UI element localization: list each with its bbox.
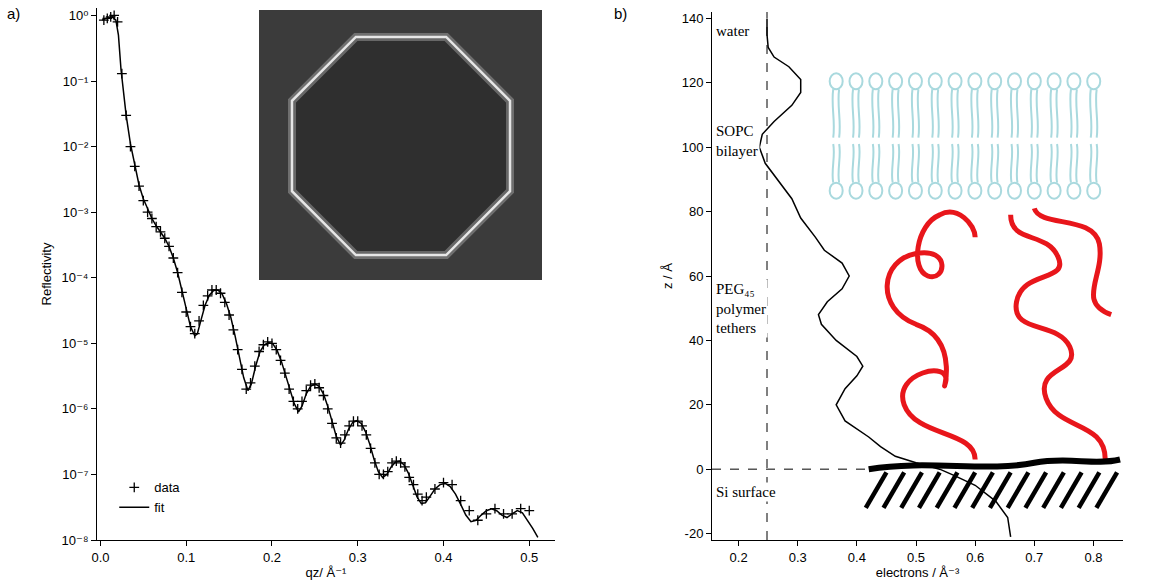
svg-text:120: 120 bbox=[682, 75, 704, 90]
svg-text:0.5: 0.5 bbox=[907, 550, 925, 565]
svg-text:10⁻⁸: 10⁻⁸ bbox=[62, 533, 89, 548]
svg-text:10⁻²: 10⁻² bbox=[63, 139, 89, 154]
svg-text:0.4: 0.4 bbox=[848, 550, 866, 565]
svg-text:SOPCbilayer: SOPCbilayer bbox=[716, 123, 758, 159]
svg-text:0.2: 0.2 bbox=[263, 550, 281, 565]
svg-text:140: 140 bbox=[682, 11, 704, 26]
svg-text:80: 80 bbox=[689, 204, 703, 219]
svg-text:fit: fit bbox=[154, 500, 165, 515]
svg-text:10⁻⁷: 10⁻⁷ bbox=[62, 467, 88, 482]
svg-text:10⁰: 10⁰ bbox=[69, 8, 89, 23]
svg-text:qz/ Å⁻¹: qz/ Å⁻¹ bbox=[306, 565, 347, 580]
svg-text:10⁻⁵: 10⁻⁵ bbox=[62, 336, 89, 351]
svg-text:10⁻⁶: 10⁻⁶ bbox=[62, 401, 89, 416]
svg-text:10⁻³: 10⁻³ bbox=[63, 205, 89, 220]
svg-text:z / Å: z / Å bbox=[660, 263, 675, 289]
svg-text:0.6: 0.6 bbox=[966, 550, 984, 565]
svg-text:10⁻¹: 10⁻¹ bbox=[63, 74, 89, 89]
svg-text:electrons / Å⁻³: electrons / Å⁻³ bbox=[876, 565, 960, 580]
svg-text:60: 60 bbox=[689, 269, 703, 284]
svg-text:0.1: 0.1 bbox=[177, 550, 195, 565]
svg-text:0.5: 0.5 bbox=[520, 550, 538, 565]
svg-text:a): a) bbox=[7, 5, 20, 22]
svg-text:40: 40 bbox=[689, 333, 703, 348]
svg-text:0.8: 0.8 bbox=[1084, 550, 1102, 565]
svg-text:data: data bbox=[154, 480, 180, 495]
svg-text:0.2: 0.2 bbox=[730, 550, 748, 565]
svg-text:water: water bbox=[716, 23, 749, 39]
svg-text:20: 20 bbox=[689, 397, 703, 412]
svg-text:10⁻⁴: 10⁻⁴ bbox=[61, 270, 88, 285]
svg-text:0.7: 0.7 bbox=[1025, 550, 1043, 565]
svg-text:0.3: 0.3 bbox=[789, 550, 807, 565]
svg-text:Reflectivity: Reflectivity bbox=[39, 242, 54, 305]
svg-text:Si surface: Si surface bbox=[716, 484, 776, 500]
svg-text:100: 100 bbox=[682, 140, 704, 155]
svg-text:0.3: 0.3 bbox=[349, 550, 367, 565]
svg-text:0.0: 0.0 bbox=[91, 550, 109, 565]
svg-text:0: 0 bbox=[696, 462, 703, 477]
svg-text:PEG₄₅polymertethers: PEG₄₅polymertethers bbox=[716, 281, 766, 336]
svg-text:b): b) bbox=[614, 5, 627, 22]
svg-text:0.4: 0.4 bbox=[434, 550, 452, 565]
svg-text:-20: -20 bbox=[685, 526, 704, 541]
